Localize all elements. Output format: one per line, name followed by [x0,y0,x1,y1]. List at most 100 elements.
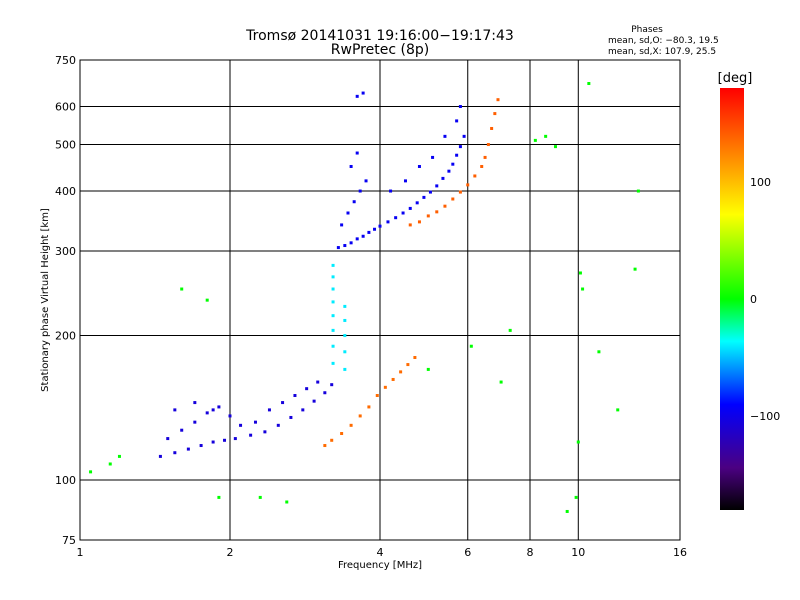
data-point [435,184,439,188]
data-point [331,275,335,279]
data-point [378,224,382,228]
data-point [428,190,432,194]
data-point [597,350,601,354]
data-point [473,174,477,178]
y-tick-label: 750 [55,54,76,67]
data-point [349,241,353,245]
data-point [186,447,190,451]
data-point [633,267,637,271]
data-point [469,344,473,348]
data-point [331,328,335,332]
phase-stats-x: mean, sd,X: 107.9, 25.5 [608,47,716,57]
data-point [316,380,320,384]
data-point [89,470,93,474]
y-tick-label: 500 [55,139,76,152]
data-point [117,454,121,458]
y-tick-label: 75 [62,534,76,547]
data-point [458,105,462,109]
data-point [331,361,335,365]
data-point [455,119,459,123]
grid-lines [80,60,680,540]
data-point [361,91,365,95]
data-point [340,432,344,436]
data-point [281,401,285,405]
data-point [108,462,112,466]
data-point [355,94,359,98]
data-point [408,206,412,210]
data-point [415,201,419,205]
data-point [343,318,347,322]
data-point [349,164,353,168]
data-point [263,430,267,434]
x-axis: 1 2 4 6 8 10 16 [77,546,688,559]
data-point [217,495,221,499]
data-point [458,145,462,149]
data-point [389,189,393,193]
colorbar-ticks: 100 0 −100 [750,176,780,423]
x-axis-label: Frequency [MHz] [338,560,422,571]
data-point [486,143,490,147]
colorbar-tick-label: 100 [750,176,771,189]
data-point [426,367,430,371]
data-point [336,246,340,250]
x-tick-label: 4 [377,546,384,559]
data-point [180,287,184,291]
data-point [455,153,459,157]
y-tick-label: 400 [55,185,76,198]
data-point [447,169,451,173]
x-tick-label: 2 [227,546,234,559]
colorbar-label: [deg] [718,71,753,86]
y-tick-label: 100 [55,474,76,487]
data-point [158,454,162,458]
y-axis: 75 100 200 300 400 500 600 750 [55,54,76,547]
data-point [343,244,347,248]
data-point [258,495,262,499]
data-point [249,433,253,437]
data-point [331,287,335,291]
data-point [211,408,215,412]
data-point [166,437,170,441]
data-point [217,405,221,409]
data-point [253,420,257,424]
data-point [413,355,417,359]
data-point [533,138,537,142]
data-point [406,363,410,367]
data-point [399,370,403,374]
data-point [173,451,177,455]
data-point [205,298,209,302]
data-point [426,214,430,218]
data-point [391,377,395,381]
data-point [401,211,405,215]
data-point [499,380,503,384]
data-point [496,98,500,102]
data-point [403,179,407,183]
data-point [330,383,334,387]
data-point [343,304,347,308]
chart-subtitle: RwPretec (8p) [331,42,429,58]
data-point [466,183,470,187]
data-point [289,415,293,419]
data-point [364,179,368,183]
data-point [462,134,466,138]
data-point [331,344,335,348]
y-tick-label: 300 [55,245,76,258]
data-point [383,385,387,389]
data-point [223,438,227,442]
y-tick-label: 600 [55,101,76,114]
data-point [483,155,487,159]
data-point [228,414,232,418]
x-tick-label: 6 [464,546,471,559]
data-point [323,444,327,448]
data-point [331,263,335,267]
data-point [349,423,353,427]
x-tick-label: 10 [571,546,585,559]
data-point [343,334,347,338]
data-point [276,423,280,427]
data-point [417,220,421,224]
data-point [367,230,371,234]
data-point [193,420,197,424]
data-point [267,408,271,412]
data-point [233,437,237,441]
data-point [587,82,591,86]
